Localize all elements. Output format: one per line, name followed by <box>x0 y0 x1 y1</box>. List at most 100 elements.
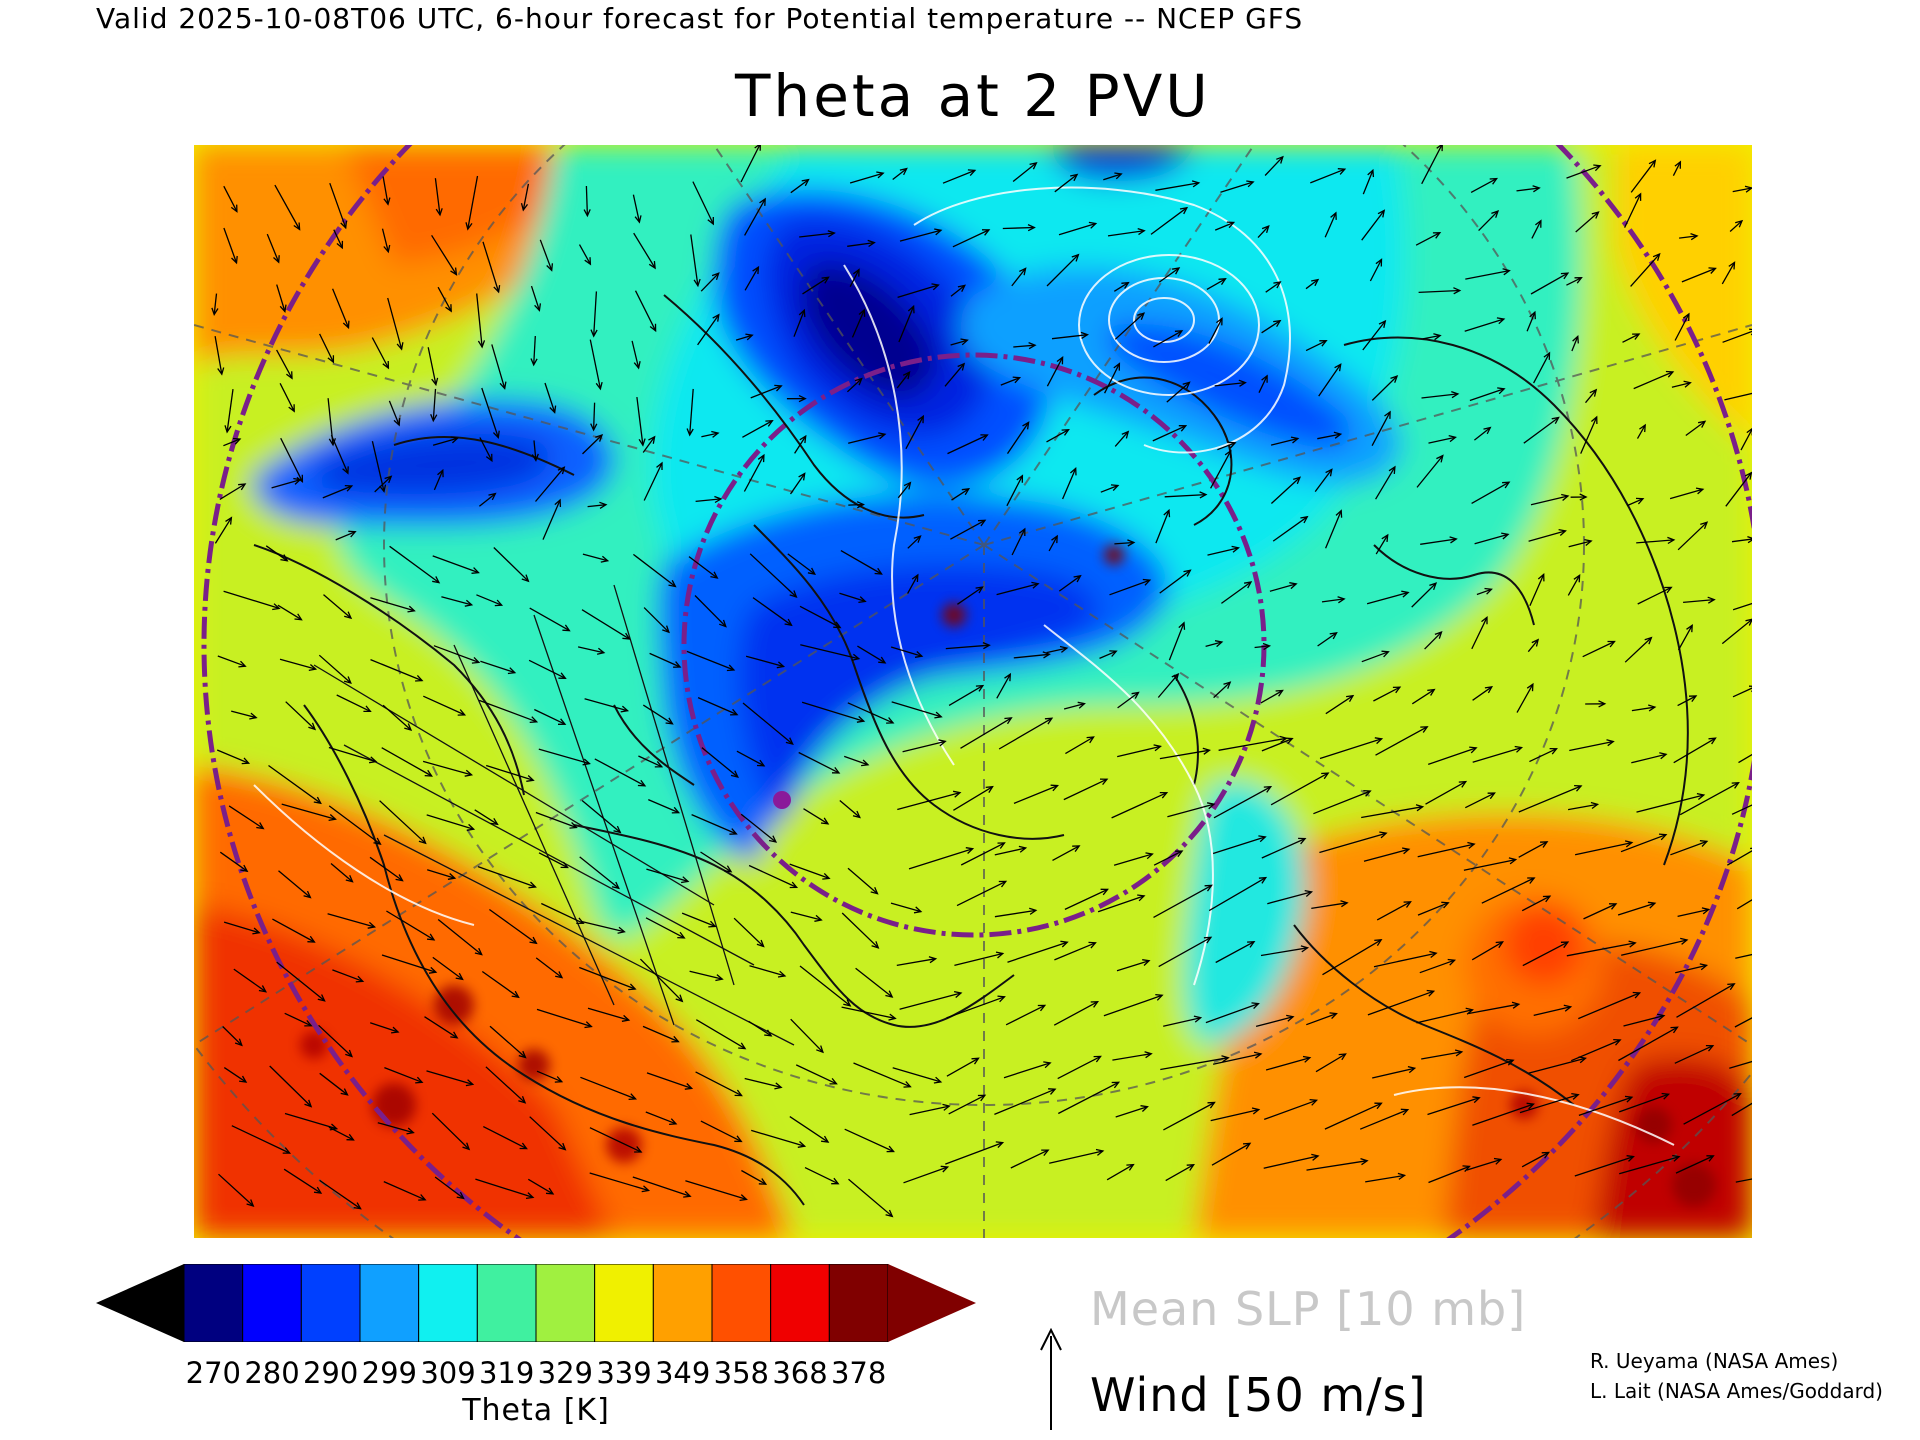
wind-vector <box>1734 1017 1752 1028</box>
wind-vector-head <box>286 371 293 380</box>
wind-vector-head <box>621 1014 631 1022</box>
wind-vector <box>319 333 334 363</box>
wind-vector <box>946 996 1005 1019</box>
wind-vector <box>1735 953 1752 959</box>
wind-vector-head <box>814 914 823 922</box>
wind-vector <box>1533 352 1551 384</box>
wind-vector <box>1212 1053 1262 1065</box>
wind-vector <box>386 910 435 941</box>
wind-vector <box>1317 433 1341 440</box>
wind-vector <box>1153 884 1212 918</box>
wind-vector <box>1117 691 1139 709</box>
wind-vector-head <box>1319 340 1328 347</box>
wind-vector <box>424 1016 458 1039</box>
wind-vector-head <box>798 472 806 481</box>
wind-vector-head <box>675 994 684 1003</box>
wind-vector-head <box>465 222 473 231</box>
wind-vector-head <box>1207 1101 1216 1109</box>
wind-vector-head <box>355 975 365 983</box>
wind-vector-head <box>899 167 908 176</box>
wind-vector-head <box>633 361 641 370</box>
wind-vector <box>1362 169 1374 195</box>
wind-vector-head <box>344 484 354 492</box>
wind-vector <box>1732 687 1752 698</box>
wind-vector <box>427 347 437 385</box>
wind-vector <box>1570 1039 1621 1062</box>
wind-vector-head <box>686 428 694 437</box>
wind-vector <box>1164 493 1207 498</box>
wind-vector <box>1411 582 1437 608</box>
wind-vector <box>953 786 993 811</box>
wind-vector-head <box>1140 1105 1149 1112</box>
wind-vector <box>1731 1102 1752 1117</box>
wind-vector-head <box>560 861 569 869</box>
wind-vector-head <box>917 414 925 424</box>
wind-vector <box>1529 574 1545 606</box>
wind-vector <box>950 339 968 346</box>
wind-vector <box>1471 941 1504 961</box>
wind-vector <box>382 176 389 205</box>
wind-vector <box>1359 1109 1409 1130</box>
wind-vector-head <box>1635 497 1645 505</box>
wind-vector <box>1571 336 1579 352</box>
wind-vector-head <box>562 624 571 632</box>
location-marker <box>773 791 791 809</box>
wind-vector-head <box>831 767 841 774</box>
wind-vector-head <box>1206 802 1216 810</box>
wind-vector-head <box>1700 521 1709 530</box>
wind-vector-head <box>1706 1155 1715 1162</box>
wind-vector-head <box>596 647 606 655</box>
wind-vector-head <box>373 837 382 846</box>
wind-vector <box>1314 469 1333 492</box>
wind-vector <box>467 175 479 230</box>
wind-vector <box>493 547 529 582</box>
wind-vector <box>427 869 455 879</box>
wind-vector <box>1580 416 1598 454</box>
wind-vector-head <box>620 705 630 713</box>
wind-vector-head <box>684 1083 694 1090</box>
wind-vector <box>383 1181 426 1201</box>
wind-vector-head <box>734 1089 743 1097</box>
wind-vector-head <box>1018 527 1026 536</box>
wind-vector-head <box>445 304 452 313</box>
wind-vector <box>899 229 942 242</box>
wind-vector-head <box>1484 685 1494 694</box>
wind-vector <box>578 244 591 265</box>
wind-vector <box>1675 964 1707 974</box>
wind-vector <box>323 594 352 619</box>
wind-vector-head <box>328 814 337 822</box>
wind-vector <box>1732 602 1752 611</box>
wind-vector <box>580 920 625 933</box>
wind-vector <box>277 604 302 621</box>
wind-vector <box>1619 1156 1680 1175</box>
wind-vector <box>226 389 234 433</box>
wind-vector-head <box>1400 1108 1410 1116</box>
wind-vector <box>1311 902 1348 910</box>
wind-vector <box>1671 382 1691 388</box>
wind-vector-head <box>1608 903 1618 910</box>
wind-vector <box>1366 591 1409 605</box>
wind-vector <box>485 1066 526 1104</box>
wind-vector <box>1622 333 1640 343</box>
wind-vector-head <box>342 320 350 330</box>
wind-vector <box>1319 832 1387 854</box>
wind-vector-head <box>856 715 866 723</box>
wind-vector <box>1427 1097 1480 1116</box>
wind-vector-head <box>1467 841 1476 849</box>
wind-vector <box>643 462 663 501</box>
wind-vector-head <box>1542 895 1552 903</box>
wind-vector-head <box>1392 686 1402 694</box>
wind-vector-head <box>1289 582 1298 590</box>
wind-vector <box>1569 740 1614 752</box>
wind-vector <box>1168 622 1185 661</box>
wind-vector <box>1006 475 1023 507</box>
wind-vector-head <box>590 329 598 338</box>
wind-vector <box>751 1129 805 1147</box>
wind-vector-head <box>965 847 975 854</box>
wind-vector <box>1584 389 1597 404</box>
wind-vector <box>789 1116 829 1143</box>
colorbar-tick-label: 329 <box>537 1356 594 1390</box>
wind-vector <box>847 867 878 895</box>
wind-vector <box>686 650 735 671</box>
wind-vector <box>1207 547 1239 556</box>
